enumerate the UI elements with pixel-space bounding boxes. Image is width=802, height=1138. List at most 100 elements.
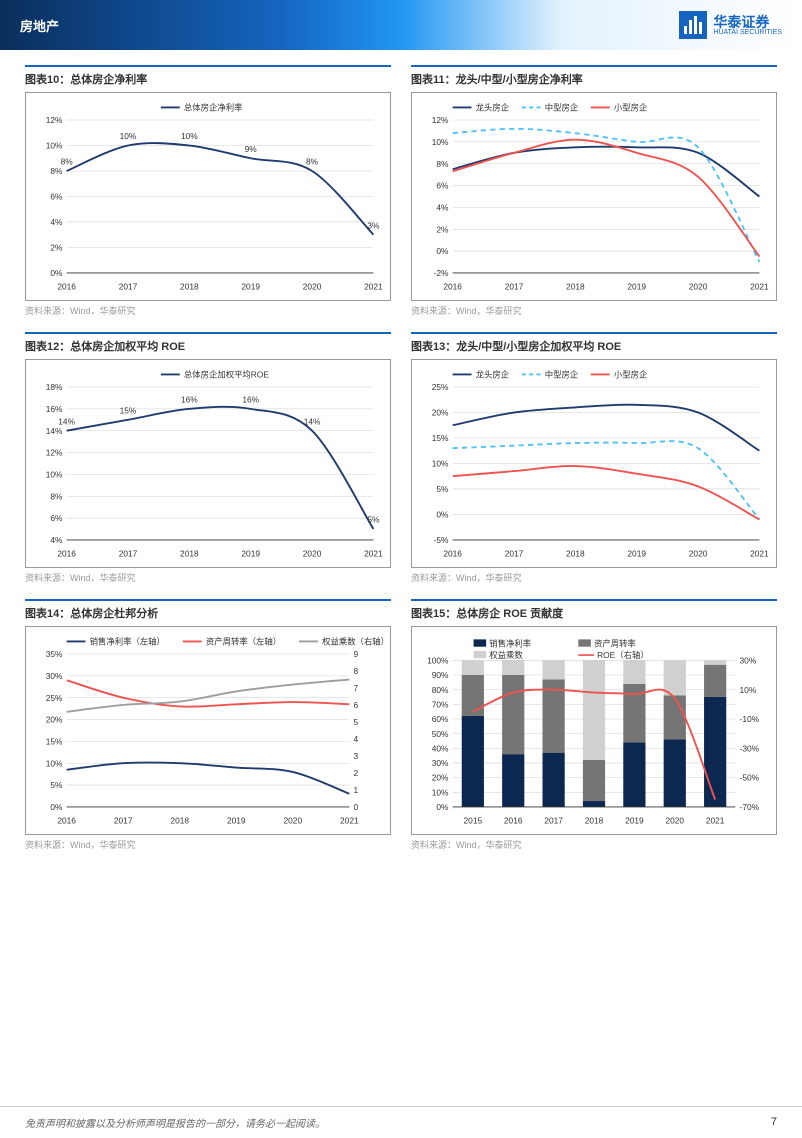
svg-text:2016: 2016 <box>443 549 462 559</box>
svg-text:12%: 12% <box>432 115 449 125</box>
chart12-title: 图表12：总体房企加权平均 ROE <box>25 332 391 354</box>
svg-text:总体房企加权平均ROE: 总体房企加权平均ROE <box>184 370 269 380</box>
svg-text:50%: 50% <box>432 729 449 739</box>
svg-text:-30%: -30% <box>740 743 760 753</box>
svg-text:2017: 2017 <box>114 816 133 826</box>
svg-text:25%: 25% <box>46 693 63 703</box>
svg-text:18%: 18% <box>46 382 63 392</box>
svg-text:2018: 2018 <box>180 282 199 292</box>
svg-text:4: 4 <box>354 734 359 744</box>
chart14-title: 图表14：总体房企杜邦分析 <box>25 599 391 621</box>
svg-text:2015: 2015 <box>464 816 483 826</box>
svg-text:销售净利率（左轴）: 销售净利率（左轴） <box>90 636 165 646</box>
svg-text:-10%: -10% <box>740 714 760 724</box>
svg-text:2016: 2016 <box>57 549 76 559</box>
chart12-svg: 总体房企加权平均ROE4%6%8%10%12%14%16%18%20162017… <box>30 364 386 563</box>
chart10-cell: 图表10：总体房企净利率 总体房企净利率0%2%4%6%8%10%12%2016… <box>25 65 391 317</box>
svg-text:12%: 12% <box>46 448 63 458</box>
svg-text:-5%: -5% <box>434 535 449 545</box>
svg-text:6%: 6% <box>436 181 449 191</box>
svg-text:25%: 25% <box>432 382 449 392</box>
svg-text:8%: 8% <box>50 166 63 176</box>
svg-text:0%: 0% <box>50 268 63 278</box>
svg-text:1: 1 <box>354 785 359 795</box>
svg-text:2019: 2019 <box>627 282 646 292</box>
svg-text:10%: 10% <box>46 469 63 479</box>
svg-text:中型房企: 中型房企 <box>545 370 579 380</box>
svg-text:2021: 2021 <box>364 282 383 292</box>
svg-text:12%: 12% <box>46 115 63 125</box>
svg-text:0%: 0% <box>436 510 449 520</box>
footer-disclaimer: 免责声明和披露以及分析师声明是报告的一部分，请务必一起阅读。 <box>25 1115 325 1130</box>
svg-text:2017: 2017 <box>119 282 138 292</box>
company-logo: 华泰证券 HUATAI SECURITIES <box>679 11 782 39</box>
svg-text:2021: 2021 <box>750 549 769 559</box>
svg-text:2018: 2018 <box>170 816 189 826</box>
svg-text:90%: 90% <box>432 670 449 680</box>
svg-text:8%: 8% <box>436 159 449 169</box>
svg-text:15%: 15% <box>46 736 63 746</box>
svg-text:2017: 2017 <box>119 549 138 559</box>
page-number: 7 <box>771 1116 777 1128</box>
svg-text:40%: 40% <box>432 743 449 753</box>
svg-text:2016: 2016 <box>57 282 76 292</box>
chart15-cell: 图表15：总体房企 ROE 贡献度 销售净利率资产周转率权益乘数ROE（右轴）0… <box>411 599 777 851</box>
svg-text:10%: 10% <box>46 758 63 768</box>
chart13-title: 图表13：龙头/中型/小型房企加权平均 ROE <box>411 332 777 354</box>
svg-text:2020: 2020 <box>689 282 708 292</box>
svg-text:10%: 10% <box>740 685 757 695</box>
svg-text:10%: 10% <box>120 131 137 141</box>
svg-text:2018: 2018 <box>585 816 604 826</box>
chart10-title: 图表10：总体房企净利率 <box>25 65 391 87</box>
svg-text:10%: 10% <box>432 459 449 469</box>
logo-text: 华泰证券 <box>713 15 782 29</box>
svg-text:10%: 10% <box>181 131 198 141</box>
header-category: 房地产 <box>20 16 59 35</box>
svg-text:2019: 2019 <box>241 549 260 559</box>
svg-text:30%: 30% <box>432 758 449 768</box>
svg-text:2017: 2017 <box>505 282 524 292</box>
svg-text:2021: 2021 <box>706 816 725 826</box>
svg-text:资产周转率（左轴）: 资产周转率（左轴） <box>206 636 281 646</box>
chart14-svg: 销售净利率（左轴）资产周转率（左轴）权益乘数（右轴）0%5%10%15%20%2… <box>30 631 386 830</box>
chart13-source: 资料来源：Wind，华泰研究 <box>411 571 777 584</box>
svg-text:9: 9 <box>354 649 359 659</box>
svg-text:0: 0 <box>354 802 359 812</box>
svg-text:2020: 2020 <box>284 816 303 826</box>
svg-text:2019: 2019 <box>627 549 646 559</box>
svg-text:2021: 2021 <box>340 816 359 826</box>
svg-text:2018: 2018 <box>180 549 199 559</box>
svg-text:14%: 14% <box>58 416 75 426</box>
svg-text:2019: 2019 <box>625 816 644 826</box>
svg-text:2018: 2018 <box>566 282 585 292</box>
svg-text:100%: 100% <box>427 655 449 665</box>
logo-icon <box>679 11 707 39</box>
chart13-cell: 图表13：龙头/中型/小型房企加权平均 ROE 龙头房企中型房企小型房企-5%0… <box>411 332 777 584</box>
svg-text:0%: 0% <box>436 246 449 256</box>
svg-text:-70%: -70% <box>740 802 760 812</box>
svg-text:5%: 5% <box>367 515 380 525</box>
svg-text:0%: 0% <box>436 802 449 812</box>
svg-text:80%: 80% <box>432 685 449 695</box>
svg-text:2020: 2020 <box>303 282 322 292</box>
svg-text:2021: 2021 <box>750 282 769 292</box>
svg-text:中型房企: 中型房企 <box>545 103 579 113</box>
chart11-title: 图表11：龙头/中型/小型房企净利率 <box>411 65 777 87</box>
chart11-cell: 图表11：龙头/中型/小型房企净利率 龙头房企中型房企小型房企-2%0%2%4%… <box>411 65 777 317</box>
svg-text:2020: 2020 <box>303 549 322 559</box>
svg-text:4%: 4% <box>436 203 449 213</box>
svg-text:6: 6 <box>354 700 359 710</box>
svg-text:20%: 20% <box>46 715 63 725</box>
svg-text:2017: 2017 <box>505 549 524 559</box>
svg-text:20%: 20% <box>432 773 449 783</box>
svg-text:销售净利率: 销售净利率 <box>489 639 531 649</box>
svg-text:5%: 5% <box>436 484 449 494</box>
chart13-svg: 龙头房企中型房企小型房企-5%0%5%10%15%20%25%201620172… <box>416 364 772 563</box>
svg-text:权益乘数: 权益乘数 <box>489 650 523 660</box>
svg-text:2018: 2018 <box>566 549 585 559</box>
svg-text:权益乘数（右轴）: 权益乘数（右轴） <box>322 636 386 646</box>
svg-text:2020: 2020 <box>689 549 708 559</box>
svg-text:2016: 2016 <box>57 816 76 826</box>
svg-text:35%: 35% <box>46 649 63 659</box>
svg-text:4%: 4% <box>50 217 63 227</box>
